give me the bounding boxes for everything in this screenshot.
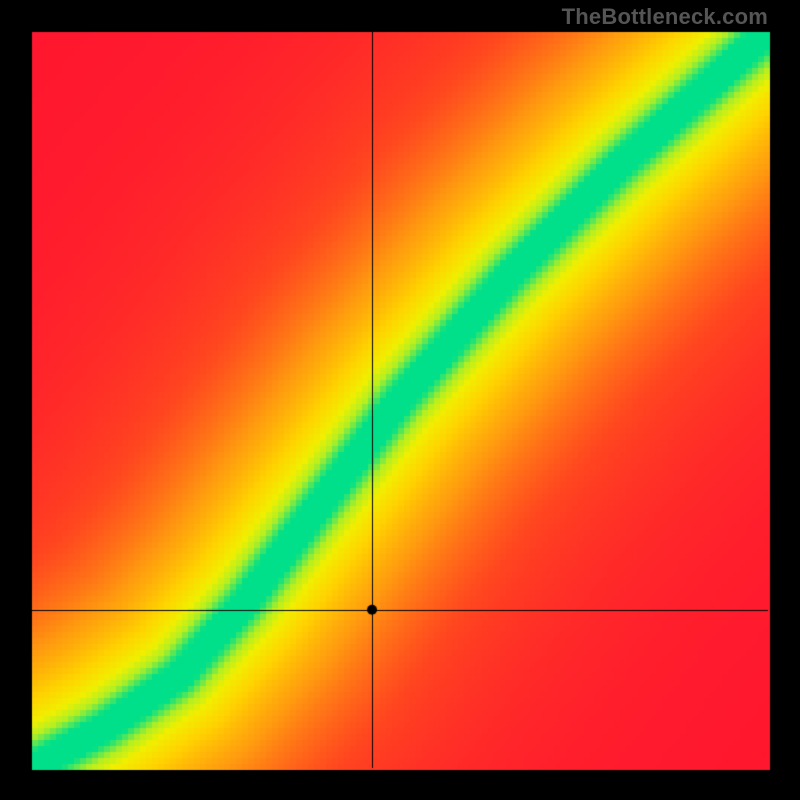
chart-container: { "attribution": { "text": "TheBottlenec… [0, 0, 800, 800]
bottleneck-heatmap [0, 0, 800, 800]
attribution-label: TheBottleneck.com [562, 4, 768, 30]
